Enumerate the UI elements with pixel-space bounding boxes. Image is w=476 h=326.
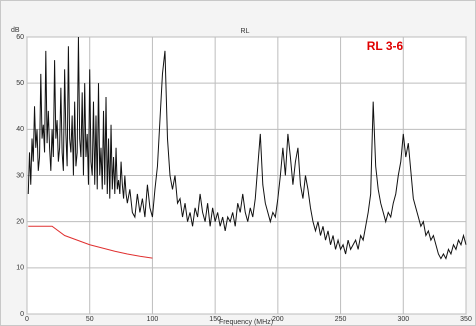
- y-tick-label: 60: [16, 34, 24, 41]
- x-axis-label: Frequency (MHz): [219, 319, 273, 326]
- y-tick-label: 50: [16, 80, 24, 87]
- series-line: [28, 225, 153, 259]
- x-tick-label: 50: [86, 316, 94, 323]
- y-axis-label: dB: [11, 27, 20, 34]
- x-tick-label: 0: [25, 316, 29, 323]
- x-tick-label: 350: [460, 316, 472, 323]
- annotation: RL 3-6: [367, 39, 404, 53]
- x-tick-label: 300: [397, 316, 409, 323]
- y-tick-label: 10: [16, 265, 24, 272]
- series-line: [27, 36, 467, 260]
- y-tick-label: 20: [16, 219, 24, 226]
- x-tick-label: 100: [147, 316, 159, 323]
- chart-title: RL: [241, 28, 250, 35]
- y-tick-label: 40: [16, 126, 24, 133]
- x-tick-label: 150: [209, 316, 221, 323]
- y-tick-label: 0: [20, 311, 24, 318]
- y-tick-label: 30: [16, 172, 24, 179]
- x-tick-label: 200: [272, 316, 284, 323]
- x-tick-label: 250: [335, 316, 347, 323]
